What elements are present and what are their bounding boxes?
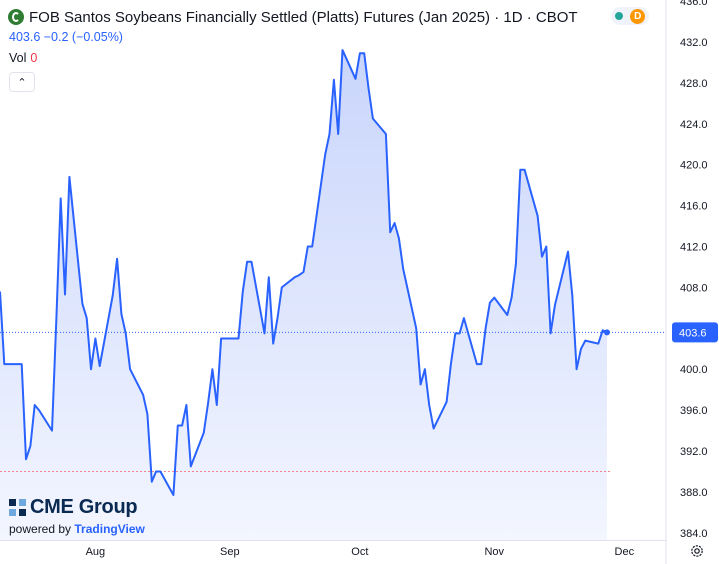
x-tick-label: Aug: [86, 546, 106, 558]
price-series-line[interactable]: [0, 49, 608, 496]
y-tick-label: 432.0: [680, 37, 708, 49]
y-tick-label: 408.0: [680, 282, 708, 294]
chart-header: FOB Santos Soybeans Financially Settled …: [8, 7, 578, 27]
market-status-indicator[interactable]: D: [611, 7, 649, 25]
x-tick-label: Sep: [220, 546, 240, 558]
volume-value: 0: [30, 51, 38, 65]
chevron-up-icon: ⌃: [17, 76, 27, 89]
collapse-legend-button[interactable]: ⌃: [9, 72, 35, 92]
y-tick-label: 420.0: [680, 160, 708, 172]
settings-gear-icon[interactable]: [690, 544, 704, 558]
y-tick-label: 392.0: [680, 446, 708, 458]
x-tick-label: Nov: [484, 546, 504, 558]
y-tick-label: 400.0: [680, 364, 708, 376]
y-tick-label: 428.0: [680, 78, 708, 90]
powered-by-label: powered by: [9, 522, 72, 536]
market-open-dot-icon: [614, 12, 623, 20]
cme-globe-icon: [9, 499, 26, 516]
last-price-label: 403.6: [679, 327, 707, 339]
x-tick-label: Oct: [351, 546, 368, 558]
price-quote: 403.6 −0.2 (−0.05%): [9, 30, 123, 44]
y-tick-label: 388.0: [680, 487, 708, 499]
last-price-marker: [604, 329, 610, 336]
price-area-fill: [0, 50, 607, 540]
x-tick-label: Dec: [615, 546, 635, 558]
symbol-logo-icon: [8, 9, 24, 25]
cme-group-logo[interactable]: CME Group powered by TradingView: [9, 496, 145, 536]
last-price-badge: [672, 322, 718, 343]
y-tick-label: 416.0: [680, 201, 708, 213]
y-tick-label: 396.0: [680, 405, 708, 417]
symbol-title[interactable]: FOB Santos Soybeans Financially Settled …: [29, 8, 578, 26]
delayed-data-badge: D: [630, 8, 646, 24]
platform-name: TradingView: [74, 522, 145, 536]
volume-legend[interactable]: Vol 0: [9, 51, 37, 65]
y-tick-label: 436.0: [680, 0, 708, 8]
y-tick-label: 424.0: [680, 119, 708, 131]
brand-name: CME Group: [30, 496, 138, 518]
volume-label: Vol: [9, 51, 27, 65]
y-tick-label: 384.0: [680, 528, 708, 540]
powered-by-line: powered by TradingView: [9, 522, 145, 536]
y-tick-label: 412.0: [680, 241, 708, 253]
